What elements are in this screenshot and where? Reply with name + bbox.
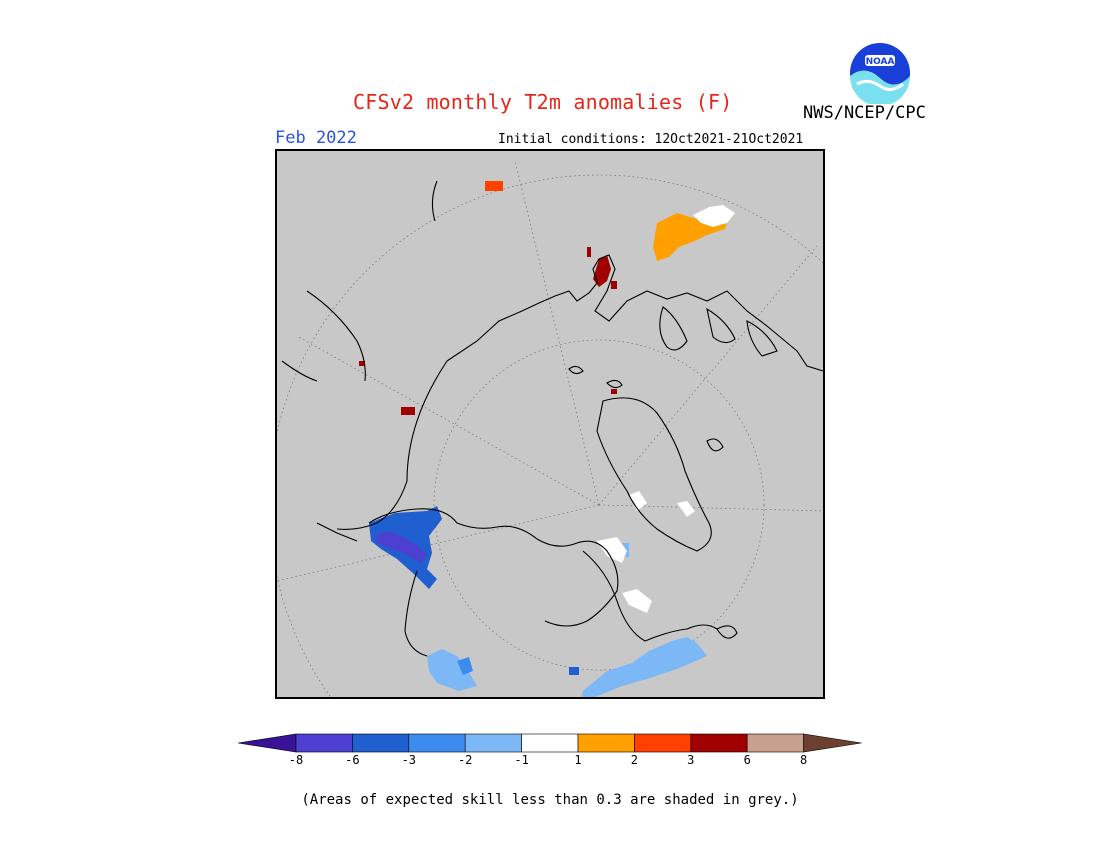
legend-tick-label: 2 bbox=[630, 753, 639, 767]
legend-tick-label: 3 bbox=[687, 753, 695, 767]
hot-cell bbox=[587, 247, 591, 257]
legend-tick-label: 6 bbox=[743, 753, 751, 767]
forecast-month: Feb 2022 bbox=[275, 128, 357, 148]
us-pacific-cool-core bbox=[457, 657, 473, 675]
meridian-line bbox=[514, 160, 600, 506]
italy-coast bbox=[746, 320, 778, 357]
legend-bin bbox=[352, 733, 410, 753]
legend-colorbar bbox=[238, 733, 862, 753]
us-pacific-cool bbox=[427, 649, 477, 691]
iberia-coast bbox=[706, 307, 736, 344]
scandinavia-coast bbox=[659, 306, 688, 351]
alaska-core-cold bbox=[375, 531, 427, 563]
initial-conditions: Initial conditions: 12Oct2021-21Oct2021 bbox=[498, 132, 804, 147]
polar-map bbox=[275, 149, 825, 699]
legend-bin bbox=[521, 733, 579, 753]
legend-bin bbox=[464, 733, 522, 753]
near-normal-patch bbox=[677, 501, 695, 517]
legend-tick-label: -3 bbox=[401, 753, 417, 767]
franz-josef-coast bbox=[568, 365, 584, 375]
japan-coast bbox=[281, 360, 318, 382]
meridian-line bbox=[296, 335, 600, 506]
near-normal-patch bbox=[629, 491, 647, 511]
siberia-near-normal bbox=[693, 205, 735, 227]
near-normal-patch bbox=[622, 589, 652, 613]
hot-cell bbox=[611, 389, 617, 394]
legend-bin-low-arrow bbox=[238, 733, 297, 753]
legend-tick-label: -6 bbox=[345, 753, 360, 767]
canada-arctic-coast bbox=[536, 538, 619, 627]
legend-bin bbox=[746, 733, 804, 753]
caspian-coast bbox=[431, 180, 438, 222]
noaa-logo-text: NOAA bbox=[866, 57, 895, 67]
noaa-logo: NOAA bbox=[850, 43, 910, 104]
newfoundland-coast bbox=[716, 625, 738, 639]
polar-map-svg bbox=[277, 151, 823, 697]
coastlines bbox=[281, 180, 823, 657]
legend-tick-label: 8 bbox=[799, 753, 808, 767]
latitude-circle-60 bbox=[433, 339, 765, 671]
legend-bin bbox=[690, 733, 748, 753]
siberia-warm bbox=[485, 181, 503, 191]
legend-bin bbox=[577, 733, 635, 753]
us-east-cool-core bbox=[569, 667, 579, 675]
eurasia-coast bbox=[446, 254, 823, 372]
aleutian-coast bbox=[316, 522, 358, 542]
hot-cell bbox=[611, 281, 617, 289]
svalbard-coast bbox=[606, 379, 623, 389]
scandinavia-hot bbox=[593, 255, 611, 287]
legend-tick-label: -8 bbox=[288, 753, 304, 767]
legend-bin bbox=[408, 733, 466, 753]
agency-label: NWS/NCEP/CPC bbox=[803, 103, 926, 123]
legend-bin bbox=[295, 733, 353, 753]
north-america-west-coast bbox=[404, 570, 428, 657]
siberia-east-coast bbox=[336, 360, 448, 530]
greenland-coast bbox=[596, 397, 712, 552]
legend-tick-label: -2 bbox=[457, 753, 473, 767]
kamchatka-coast bbox=[306, 290, 366, 382]
legend-bin bbox=[634, 733, 692, 753]
legend-tick-label: 1 bbox=[574, 753, 582, 767]
map-background bbox=[277, 151, 823, 697]
hudson-bay-coast bbox=[582, 550, 718, 642]
legend-tick-label: -1 bbox=[514, 753, 529, 767]
iceland-coast bbox=[706, 438, 724, 452]
hot-cell bbox=[359, 361, 365, 366]
us-east-cool bbox=[582, 637, 707, 697]
meridian-line bbox=[277, 504, 600, 582]
map-title: CFSv2 monthly T2m anomalies (F) bbox=[353, 90, 733, 114]
alaska-coast bbox=[368, 508, 538, 540]
legend-bin-high-arrow bbox=[803, 733, 862, 753]
skill-footnote: (Areas of expected skill less than 0.3 a… bbox=[301, 792, 799, 808]
hot-cell bbox=[401, 407, 415, 415]
anomaly-fills bbox=[359, 181, 735, 697]
near-normal-patch bbox=[597, 537, 627, 563]
